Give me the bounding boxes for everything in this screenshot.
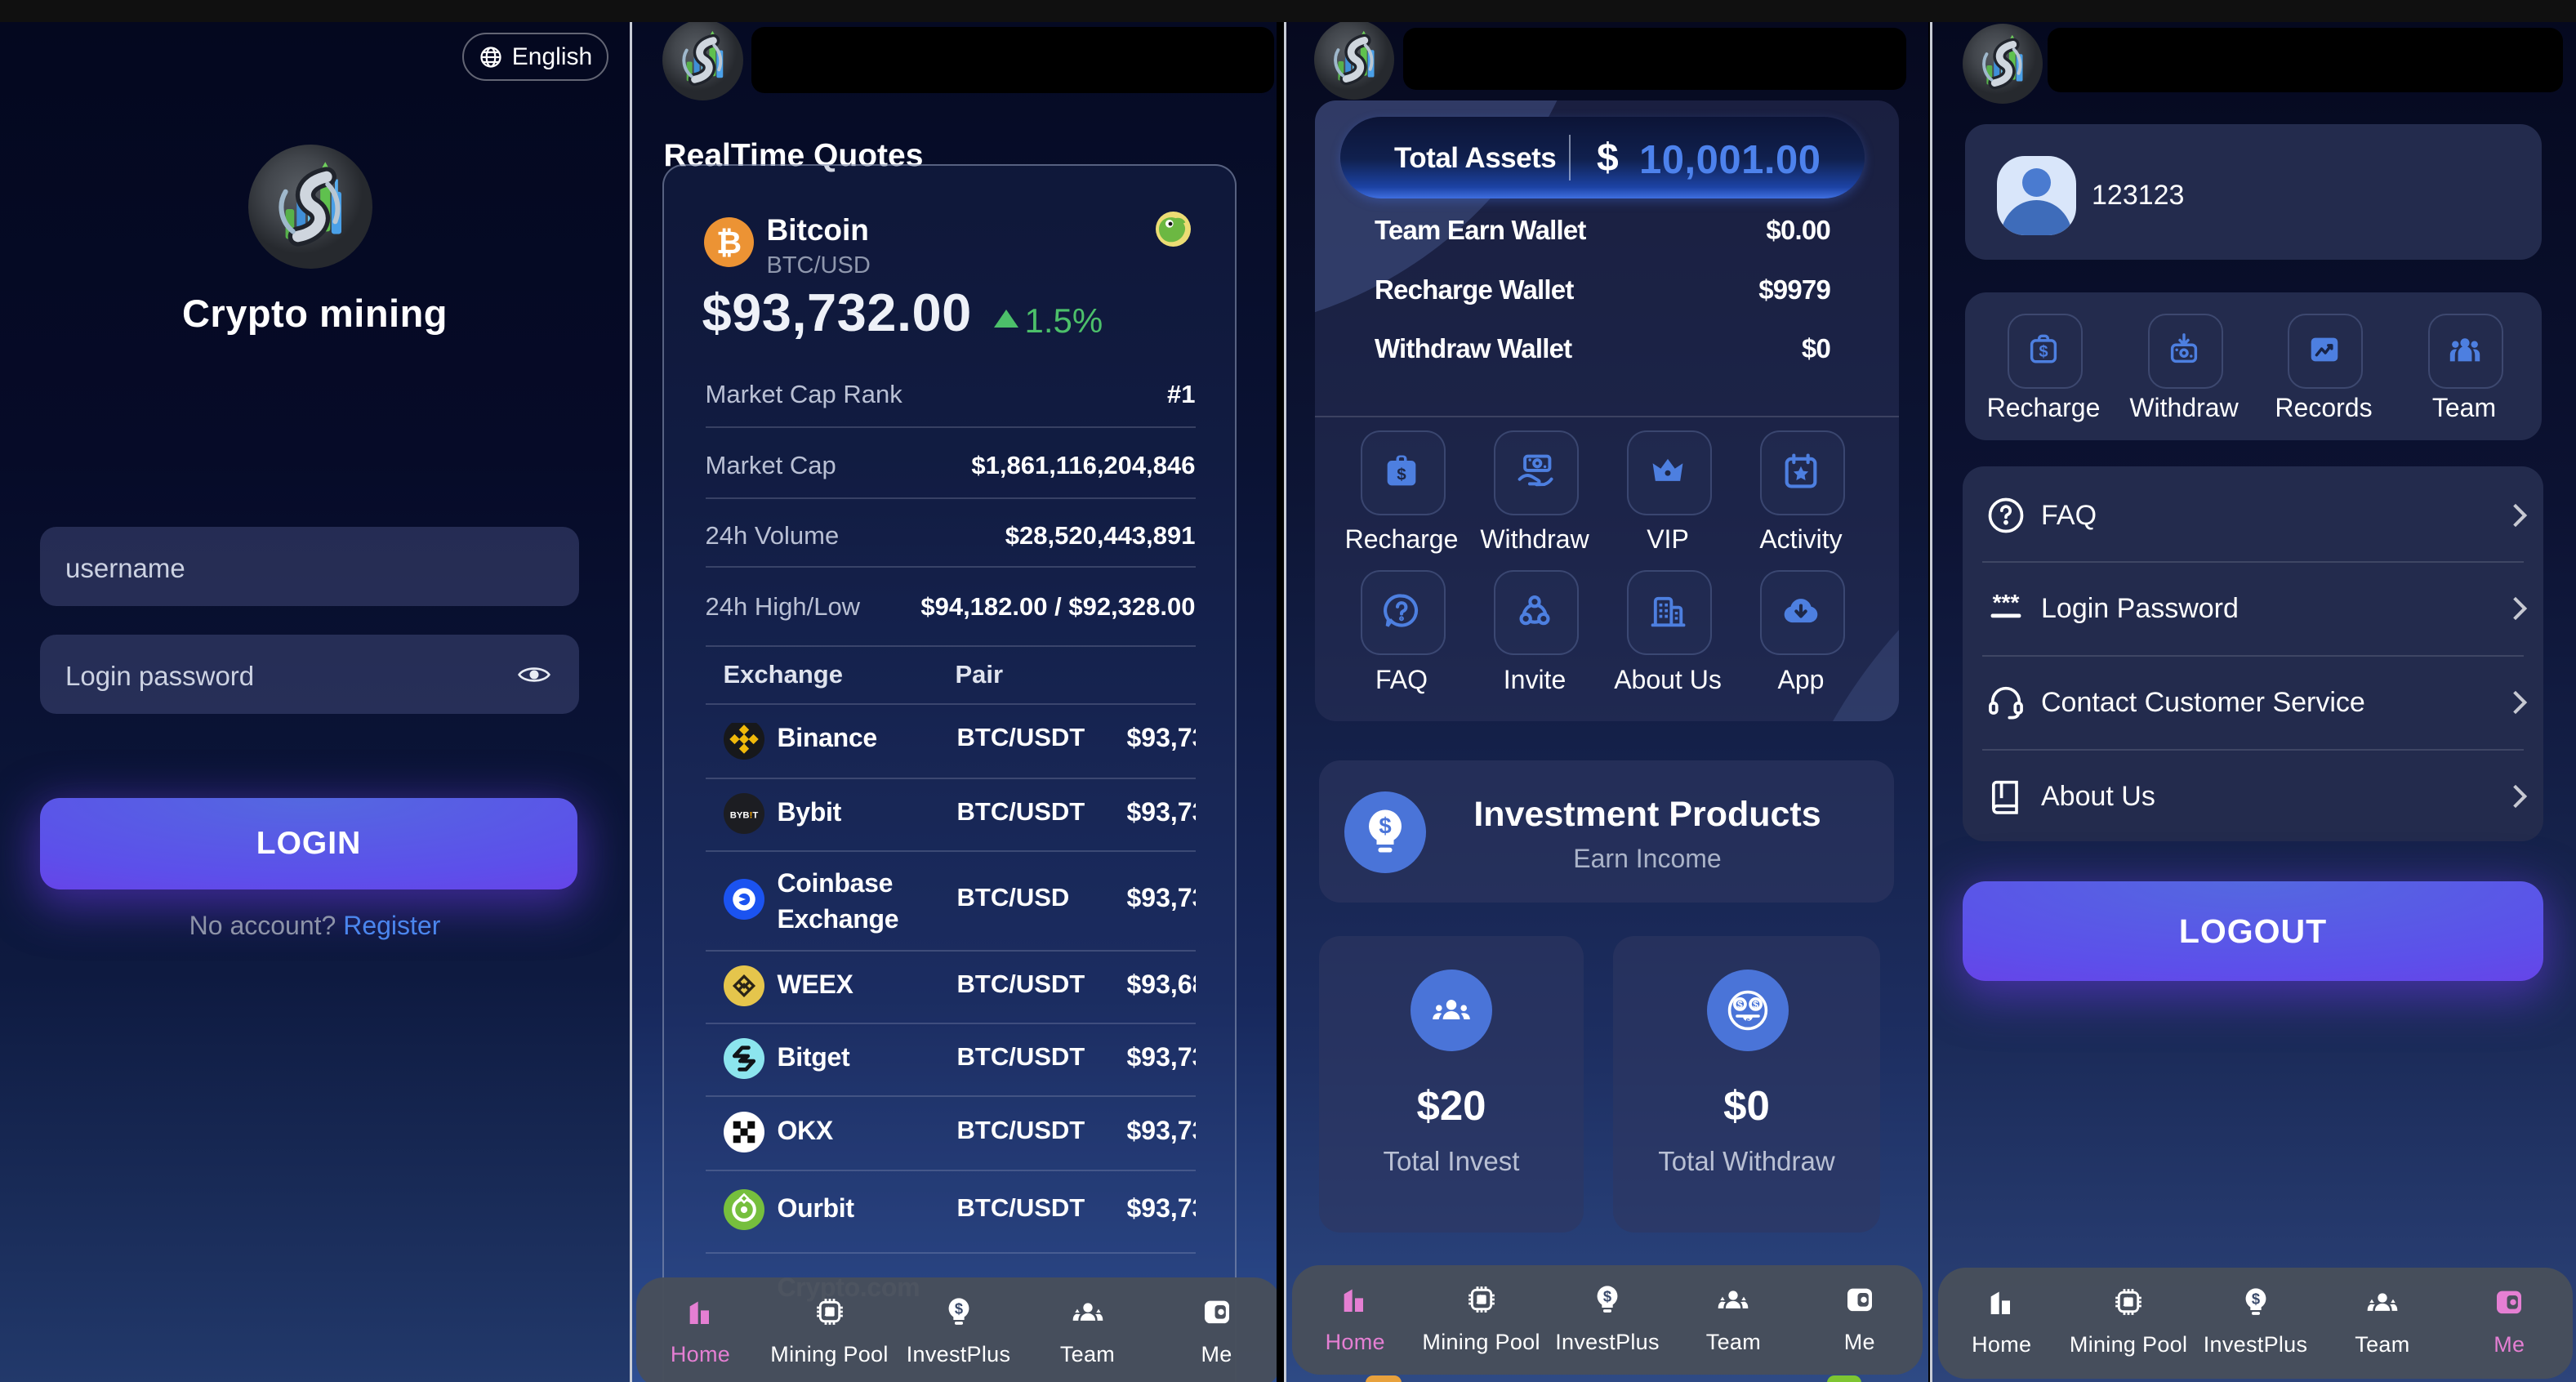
svg-text:AI: AI <box>826 1308 833 1317</box>
svg-text:$: $ <box>1753 999 1758 1010</box>
svg-text:$: $ <box>2251 1290 2259 1307</box>
svg-text:$: $ <box>1737 999 1743 1010</box>
svg-text:$: $ <box>1603 1287 1611 1304</box>
svg-text:AI: AI <box>1477 1296 1485 1304</box>
svg-text:$: $ <box>2039 343 2048 361</box>
svg-text:$: $ <box>1745 1017 1749 1025</box>
svg-text:$: $ <box>1379 814 1391 839</box>
svg-text:AI: AI <box>2124 1299 2132 1307</box>
svg-text:₿: ₿ <box>715 225 741 261</box>
svg-text:$: $ <box>1397 465 1406 484</box>
svg-text:***: *** <box>1993 590 2020 615</box>
svg-text:$: $ <box>954 1300 962 1317</box>
svg-text:BYB!T: BYB!T <box>729 810 758 820</box>
